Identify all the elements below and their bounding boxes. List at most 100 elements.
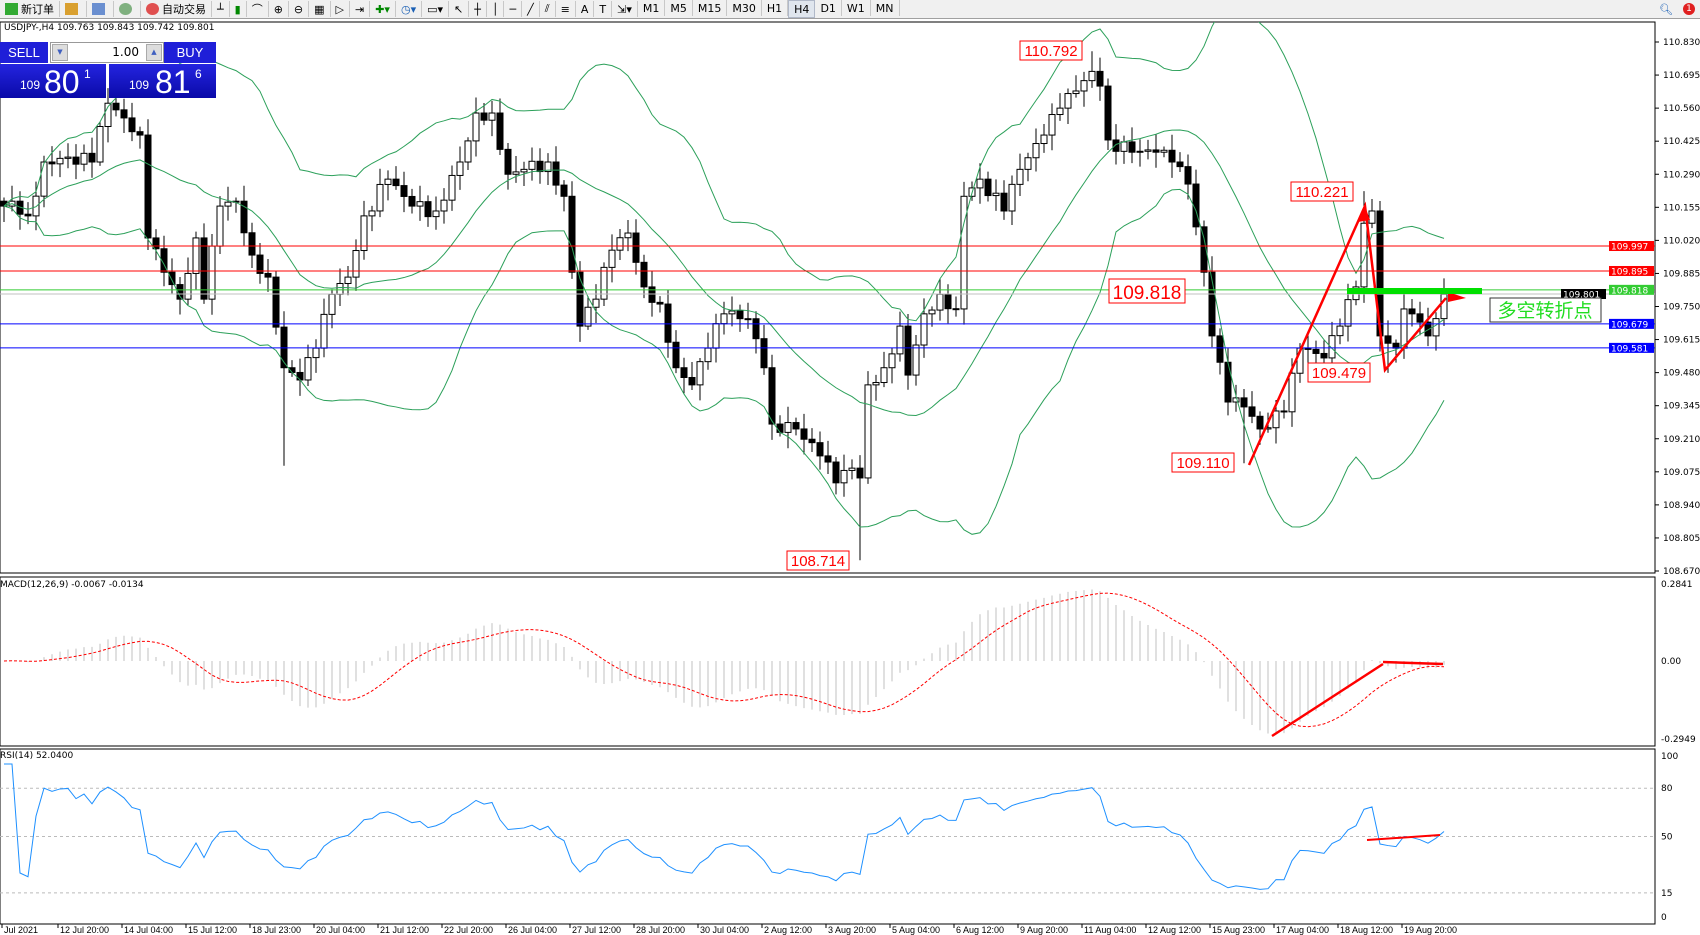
price-annotation-box	[1019, 40, 1083, 61]
bull-candle	[56, 157, 64, 165]
price-tick-label: 110.830	[1663, 38, 1700, 48]
time-axis-label: 21 Jul 12:00	[380, 925, 429, 935]
time-axis-label: 12 Jul 20:00	[60, 925, 109, 935]
timeframe-m30[interactable]: M30	[727, 0, 762, 16]
bear-candle	[856, 467, 864, 479]
buy-button[interactable]: BUY	[164, 42, 216, 63]
time-axis-label: 15 Jul 12:00	[188, 925, 237, 935]
zoom-in-button[interactable]: ⊕	[269, 1, 289, 17]
zoom-out-button[interactable]: ⊖	[289, 1, 310, 17]
bear-candle	[160, 248, 168, 273]
lot-size-input[interactable]: ▼ 1.00 ▲	[50, 42, 164, 63]
templates-button[interactable]: ▭▾	[422, 1, 450, 17]
bear-candle	[1104, 85, 1112, 141]
notification-icon[interactable]: 1	[1678, 1, 1700, 17]
chart-shift-button[interactable]: ⇥	[350, 1, 371, 17]
price-level-tag	[1609, 318, 1654, 329]
bear-candle	[1216, 335, 1224, 363]
arrows-button[interactable]: ⇲▾	[612, 1, 638, 17]
time-axis-label: 5 Aug 04:00	[892, 925, 940, 935]
bar-chart-button[interactable]: ┴	[212, 1, 230, 17]
autoscroll-button[interactable]: ▷	[331, 1, 350, 17]
timeframe-d1[interactable]: D1	[815, 0, 842, 16]
text-button[interactable]: A	[576, 1, 595, 17]
time-axis-label: 11 Aug 04:00	[1084, 925, 1136, 935]
price-tick-label: 110.425	[1663, 137, 1700, 147]
new-order-button[interactable]: 新订单	[0, 1, 60, 17]
rsi-axis-label: 15	[1661, 889, 1672, 899]
bull-candle	[456, 161, 464, 176]
timeframe-m1[interactable]: M1	[638, 0, 666, 16]
vertical-line-button[interactable]: │	[487, 1, 505, 17]
bull-candle	[64, 156, 72, 159]
bear-candle	[168, 271, 176, 286]
bear-candle	[776, 423, 784, 433]
indicators-button[interactable]: ✚▾	[370, 1, 396, 17]
price-annotation-label: 110.792	[1024, 43, 1077, 60]
sell-price[interactable]: 109 80 1	[0, 64, 106, 100]
timeframe-h4[interactable]: H4	[788, 0, 816, 18]
tile-windows-button[interactable]: ▦	[309, 1, 331, 17]
macd-histogram	[11, 589, 1445, 734]
rsi-panel-frame	[0, 748, 1656, 925]
timeframe-m15[interactable]: M15	[693, 0, 728, 16]
rsi-arrow-line	[1366, 834, 1441, 841]
bull-candle	[104, 102, 112, 127]
price-tick-label: 108.670	[1663, 567, 1700, 577]
bull-candle	[704, 347, 712, 363]
bull-candle	[848, 467, 856, 471]
buy-price[interactable]: 109 81 6	[109, 64, 216, 100]
price-annotation-box	[1108, 278, 1186, 304]
bear-candle	[1248, 406, 1256, 417]
bear-candle	[768, 367, 776, 425]
bear-candle	[240, 200, 248, 234]
text-label-button[interactable]: T	[594, 1, 613, 17]
candle-chart-button[interactable]: ▮	[230, 1, 247, 17]
auto-trading-icon	[146, 3, 159, 15]
auto-trading-button[interactable]: 自动交易	[141, 1, 212, 17]
bear-candle	[1208, 271, 1216, 337]
bull-candle	[784, 422, 792, 433]
fibonacci-button[interactable]: ≡	[556, 1, 576, 17]
search-icon[interactable]: 🔍︎	[1659, 2, 1673, 16]
cursor-button[interactable]: ↖	[449, 1, 470, 17]
market-watch-button[interactable]	[60, 1, 87, 17]
bull-candle	[600, 266, 608, 300]
bull-candle	[1016, 168, 1024, 185]
bear-candle	[1384, 335, 1392, 344]
bear-candle	[112, 102, 120, 111]
bull-candle	[1072, 90, 1080, 95]
crosshair-button[interactable]: ┼	[469, 1, 487, 17]
line-chart-button[interactable]: ⌒	[247, 1, 269, 17]
bull-candle	[520, 168, 528, 173]
timeframe-m5[interactable]: M5	[665, 0, 693, 16]
periods-button[interactable]: ◷▾	[396, 1, 423, 17]
signals-button[interactable]	[114, 1, 141, 17]
timeframe-mn[interactable]: MN	[871, 0, 900, 16]
price-level-tag	[1609, 342, 1654, 353]
macd-arrow-line	[1271, 662, 1384, 738]
price-annotation-box	[1290, 181, 1354, 202]
trendline-button[interactable]: ╱	[522, 1, 540, 17]
price-tick-label: 109.345	[1663, 402, 1700, 412]
timeframe-h1[interactable]: H1	[762, 0, 789, 16]
bear-candle	[256, 254, 264, 274]
bear-candle	[1312, 348, 1320, 354]
bear-candle	[136, 131, 144, 136]
bear-candle	[1240, 397, 1248, 408]
channel-button[interactable]: ⫽	[540, 1, 556, 17]
price-tick-label: 108.805	[1663, 534, 1700, 544]
history-button[interactable]	[87, 1, 114, 17]
bull-candle	[920, 313, 928, 346]
arrow-head-icon	[1358, 206, 1370, 222]
timeframe-w1[interactable]: W1	[842, 0, 871, 16]
time-axis-label: 3 Aug 20:00	[828, 925, 876, 935]
bull-candle	[344, 276, 352, 284]
bull-candle	[928, 309, 936, 315]
lot-decrease-button[interactable]: ▼	[52, 44, 68, 61]
lot-increase-button[interactable]: ▲	[146, 44, 162, 61]
price-annotation-label: 109.110	[1176, 455, 1229, 472]
sell-button[interactable]: SELL	[0, 42, 48, 63]
chart-canvas[interactable]: 110.830 110.695 110.560 110.425 110.290 110.1…	[0, 18, 1700, 935]
horizontal-line-button[interactable]: ─	[504, 1, 523, 17]
